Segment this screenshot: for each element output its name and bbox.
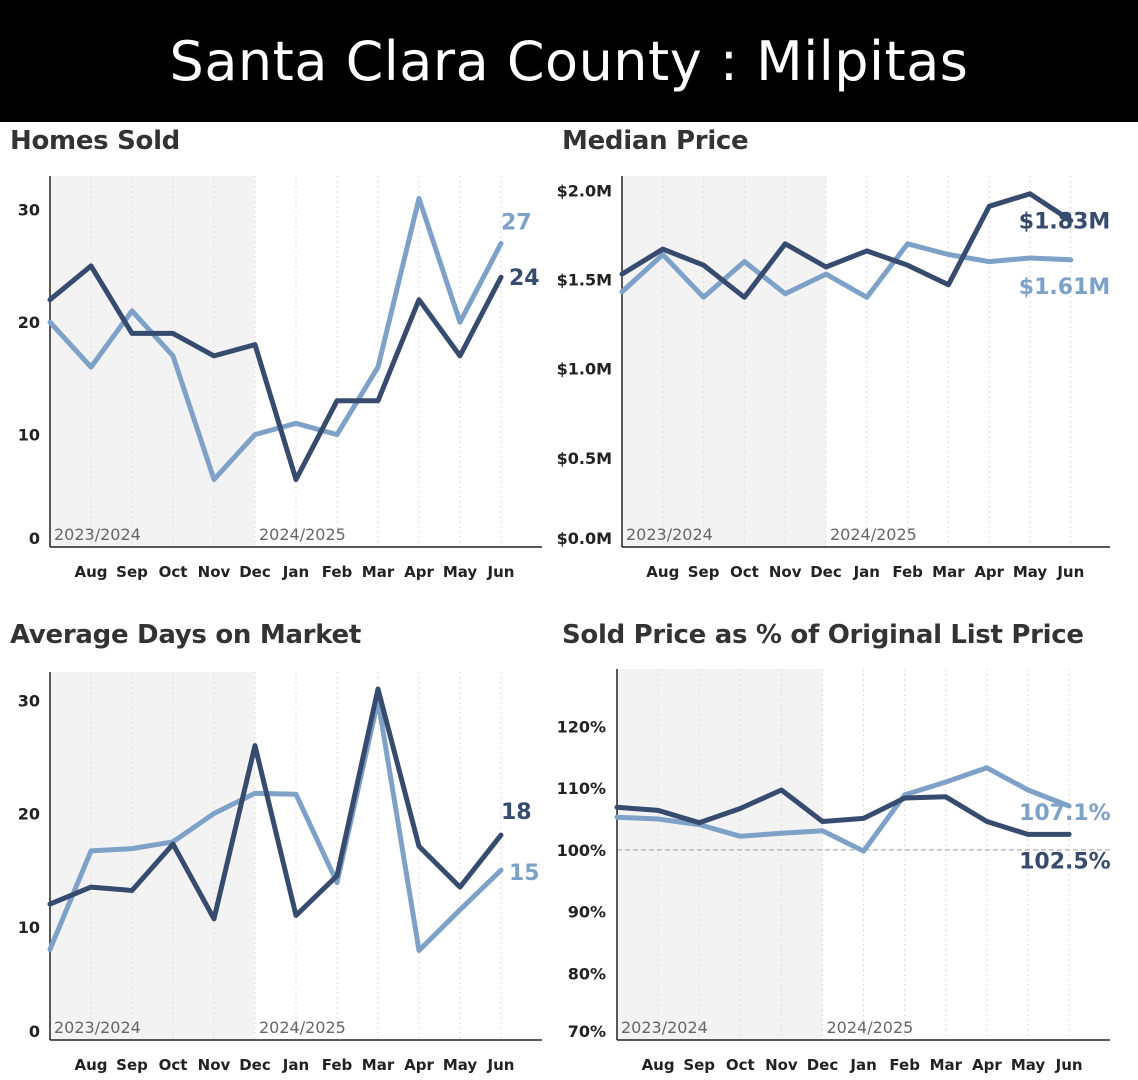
days-on-market-season-band [50, 672, 255, 1040]
homes-sold-title: Homes Sold [10, 126, 180, 156]
homes-sold-y-tick-label: 10 [18, 426, 40, 445]
days-on-market-x-tick-label: Nov [198, 1056, 231, 1074]
days-on-market-x-tick-label: Jun [487, 1056, 515, 1074]
days-on-market-x-tick-label: Feb [322, 1056, 353, 1074]
median-price-x-tick-label: Mar [932, 563, 965, 581]
median-price-x-tick-label: Jun [1056, 563, 1084, 581]
sold-to-list-x-tick-label: Sep [683, 1056, 715, 1074]
sold-to-list-x-tick-label: Mar [930, 1056, 963, 1074]
sold-to-list-season-label: 2023/2024 [621, 1018, 708, 1037]
median-price-season-band [622, 176, 826, 547]
sold-to-list-x-tick-label: Jan [849, 1056, 876, 1074]
sold-to-list-y-tick-label: 120% [557, 717, 606, 736]
homes-sold-season-label: 2023/2024 [54, 525, 141, 544]
median-price-season-label: 2023/2024 [626, 525, 713, 544]
days-on-market-x-tick-label: Apr [404, 1056, 434, 1074]
sold-to-list-x-tick-label: Feb [889, 1056, 920, 1074]
days-on-market-end-label-prior: 15 [509, 861, 540, 886]
median-price-x-tick-label: Aug [646, 563, 679, 581]
homes-sold-y-tick-label: 0 [29, 529, 40, 548]
median-price-x-tick-label: Sep [688, 563, 720, 581]
sold-to-list-series-prior-line [614, 765, 1072, 854]
median-price-y-tick-label: $0.0M [557, 529, 612, 548]
median-price-end-label-current: $1.83M [1019, 210, 1110, 235]
days-on-market-y-tick-label: 0 [29, 1022, 40, 1041]
median-price-y-tick-label: $1.0M [557, 360, 612, 379]
sold-to-list-x-tick-label: Nov [765, 1056, 798, 1074]
days-on-market-x-tick-label: Oct [159, 1056, 188, 1074]
sold-to-list-season-label: 2024/2025 [827, 1018, 914, 1037]
homes-sold-series-current-line [47, 263, 504, 482]
homes-sold-season-label: 2024/2025 [259, 525, 346, 544]
sold-to-list-season-band [617, 669, 823, 1040]
days-on-market-y-tick-label: 10 [18, 918, 40, 937]
days-on-market-y-tick-label: 30 [18, 691, 40, 710]
homes-sold-x-tick-label: Apr [404, 563, 434, 581]
homes-sold-x-tick-label: May [443, 563, 478, 581]
median-price-series-current-line [619, 191, 1074, 300]
days-on-market-x-tick-label: Sep [116, 1056, 148, 1074]
median-price-y-tick-label: $1.5M [557, 270, 612, 289]
days-on-market-x-tick-label: May [443, 1056, 478, 1074]
sold-to-list-x-tick-label: May [1011, 1056, 1046, 1074]
median-price-end-label-prior: $1.61M [1019, 275, 1110, 300]
homes-sold-x-tick-label: Oct [159, 563, 188, 581]
homes-sold-end-label-current: 24 [509, 266, 540, 291]
sold-to-list-x-tick-label: Aug [642, 1056, 675, 1074]
sold-to-list-y-tick-label: 70% [568, 1022, 606, 1041]
median-price-y-tick-label: $2.0M [557, 181, 612, 200]
median-price-x-tick-label: May [1013, 563, 1048, 581]
sold-to-list-series-current-line [614, 787, 1072, 837]
page-title: Santa Clara County : Milpitas [0, 0, 1138, 122]
days-on-market-series-current-line [47, 686, 504, 922]
median-price-season-label: 2024/2025 [830, 525, 917, 544]
homes-sold-x-tick-label: Aug [74, 563, 107, 581]
days-on-market-y-tick-label: 20 [18, 805, 40, 824]
median-price-x-tick-label: Feb [892, 563, 923, 581]
days-on-market-series-prior-line [47, 697, 504, 953]
homes-sold-x-tick-label: Jan [282, 563, 309, 581]
median-price-title: Median Price [562, 126, 749, 156]
sold-to-list-x-tick-label: Jun [1055, 1056, 1083, 1074]
days-on-market-x-tick-label: Mar [362, 1056, 395, 1074]
median-price-x-tick-label: Oct [730, 563, 759, 581]
sold-to-list-x-tick-label: Apr [972, 1056, 1002, 1074]
homes-sold-y-tick-label: 20 [18, 313, 40, 332]
sold-to-list-y-tick-label: 100% [557, 841, 606, 860]
homes-sold-x-tick-label: Nov [198, 563, 231, 581]
days-on-market-season-label: 2023/2024 [54, 1018, 141, 1037]
median-price-x-tick-label: Jan [853, 563, 880, 581]
sold-to-list-end-label-prior: 107.1% [1019, 801, 1111, 826]
homes-sold-x-tick-label: Jun [487, 563, 515, 581]
homes-sold-x-tick-label: Mar [362, 563, 395, 581]
sold-to-list-end-label-current: 102.5% [1019, 849, 1111, 874]
homes-sold-x-tick-label: Sep [116, 563, 148, 581]
sold-to-list-y-tick-label: 110% [557, 779, 606, 798]
days-on-market-x-tick-label: Dec [239, 1056, 271, 1074]
days-on-market-season-label: 2024/2025 [259, 1018, 346, 1037]
days-on-market-title: Average Days on Market [10, 620, 361, 650]
median-price-x-tick-label: Nov [769, 563, 802, 581]
median-price-y-tick-label: $0.5M [557, 449, 612, 468]
homes-sold-x-tick-label: Feb [322, 563, 353, 581]
median-price-x-tick-label: Dec [810, 563, 842, 581]
homes-sold-season-band [50, 176, 255, 547]
sold-to-list-title: Sold Price as % of Original List Price [562, 620, 1084, 650]
homes-sold-end-label-prior: 27 [501, 210, 532, 235]
sold-to-list-y-tick-label: 80% [568, 964, 606, 983]
sold-to-list-y-tick-label: 90% [568, 903, 606, 922]
sold-to-list-x-tick-label: Oct [726, 1056, 755, 1074]
sold-to-list-x-tick-label: Dec [807, 1056, 839, 1074]
days-on-market-x-tick-label: Aug [74, 1056, 107, 1074]
homes-sold-y-tick-label: 30 [18, 201, 40, 220]
days-on-market-end-label-current: 18 [501, 800, 532, 825]
homes-sold-x-tick-label: Dec [239, 563, 271, 581]
median-price-x-tick-label: Apr [974, 563, 1004, 581]
median-price-series-prior-line [619, 241, 1074, 300]
days-on-market-x-tick-label: Jan [282, 1056, 309, 1074]
